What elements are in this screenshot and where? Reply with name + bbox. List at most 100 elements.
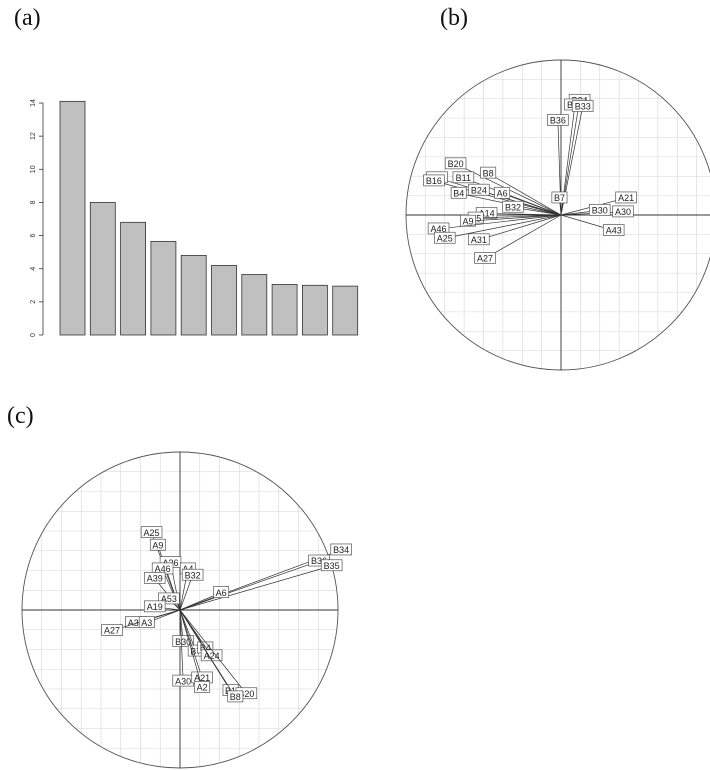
variable-label-b: A14 (479, 209, 495, 219)
loading-arrow-b (475, 214, 562, 219)
label-box-b (444, 157, 467, 170)
variable-label-c: A9 (152, 540, 163, 550)
variable-label-c: A25 (144, 528, 160, 538)
label-box-b (588, 204, 611, 216)
bar-a (120, 221, 146, 336)
label-box-c (320, 559, 343, 572)
label-box-c (330, 543, 352, 556)
label-box-b (615, 191, 637, 204)
variable-label-c: A53 (161, 594, 177, 604)
label-box-b (612, 205, 634, 218)
y-tick-label-a: 8 (30, 200, 37, 204)
variable-label-c: B36 (311, 556, 327, 566)
loading-arrow-c (179, 609, 203, 688)
loading-arrow-b (487, 172, 562, 216)
label-box-b (551, 191, 568, 204)
variable-label-c: B30 (175, 637, 191, 647)
variable-label-b: A25 (437, 233, 453, 243)
bar-a (332, 285, 359, 336)
panel-label-a: (a) (14, 5, 41, 31)
variable-label-c: B35 (324, 561, 340, 571)
variable-label-b: A21 (618, 193, 634, 203)
loading-arrow-c (179, 609, 197, 652)
variable-label-b: B11 (456, 173, 471, 183)
variable-label-c: B7 (190, 646, 201, 656)
label-box-b (468, 233, 490, 246)
label-box-b (468, 183, 490, 196)
loading-arrow-c (179, 560, 320, 611)
variable-label-b: A46 (431, 224, 447, 234)
label-box-c (194, 681, 211, 693)
variable-label-c: B20 (238, 689, 254, 699)
label-box-c (140, 526, 163, 538)
label-box-c (227, 690, 244, 703)
label-box-b (434, 231, 456, 244)
label-box-b (452, 171, 475, 184)
variable-label-b: A27 (477, 254, 493, 264)
label-box-b (423, 174, 445, 187)
bar-a (241, 274, 268, 336)
variable-label-b: A9 (462, 216, 473, 226)
label-box-b (480, 166, 497, 179)
variable-label-c: A21 (194, 673, 210, 683)
variable-label-b: B20 (448, 159, 464, 169)
panel-label-b: (b) (440, 5, 468, 31)
y-tick-label-a: 6 (30, 234, 37, 238)
variable-label-c: A46 (155, 564, 171, 574)
bar-a (150, 240, 177, 336)
loading-arrow-b (478, 214, 562, 241)
label-box-c (138, 616, 155, 628)
loading-arrow-c (179, 609, 184, 682)
bar-a (271, 284, 298, 336)
variable-label-c: A39 (147, 574, 163, 584)
variable-label-b: B8 (483, 168, 494, 178)
loading-arrow-c (179, 609, 236, 698)
variable-label-c: B4 (200, 643, 211, 653)
variable-label-c: A3 (141, 618, 152, 628)
variable-label-c: A6 (216, 588, 227, 598)
variable-label-b: A43 (606, 226, 622, 236)
label-box-c (149, 538, 166, 551)
variable-label-b: B24 (471, 185, 487, 195)
correlation-circle-c: B34B36B35A25A9A36A46A39A4B32A6A53A19A31A… (21, 451, 352, 769)
variable-label-c: A2 (197, 683, 208, 693)
y-tick-label-a: 0 (30, 333, 37, 337)
label-box-b (571, 100, 594, 112)
loading-arrow-b (484, 214, 562, 259)
variable-label-c: A19 (147, 602, 163, 612)
label-box-c (101, 624, 123, 636)
y-tick-label-a: 2 (30, 300, 37, 304)
variable-label-c: A30 (175, 676, 191, 686)
label-box-b (494, 186, 511, 199)
label-box-c (158, 592, 180, 605)
variable-label-b: B30 (592, 206, 608, 216)
label-box-c (143, 600, 166, 613)
loading-arrow-b (501, 192, 562, 216)
loading-arrow-c (179, 565, 332, 611)
label-box-c (213, 586, 230, 598)
loading-arrow-b (438, 214, 562, 230)
variable-label-c: A27 (104, 626, 120, 636)
loading-arrow-b (486, 213, 562, 216)
variable-label-b: B4 (453, 189, 464, 199)
bar-a (59, 100, 86, 336)
label-box-b (460, 214, 476, 227)
y-tick-label-a: 14 (30, 99, 37, 107)
label-box-b (474, 252, 496, 264)
variable-label-c: A31 (128, 618, 144, 628)
y-tick-label-a: 12 (30, 132, 37, 140)
y-tick-label-a: 10 (30, 165, 37, 173)
loading-arrow-b (467, 214, 562, 222)
panel-label-c: (c) (7, 403, 34, 429)
loading-arrow-c (179, 609, 203, 679)
label-box-c (181, 568, 204, 581)
label-box-b (450, 186, 467, 199)
variable-label-b: A31 (471, 235, 487, 245)
variable-label-b: A6 (497, 189, 508, 199)
label-box-b (502, 200, 524, 213)
bar-chart-a: 0 2 4 6 8 10 12 14 (30, 99, 359, 337)
correlation-circle-b: B34B35B33B36B20B8B14B16B11B24B4A6B7A21A3… (405, 59, 710, 371)
variable-label-b: B16 (426, 176, 442, 186)
label-box-b (602, 224, 625, 236)
